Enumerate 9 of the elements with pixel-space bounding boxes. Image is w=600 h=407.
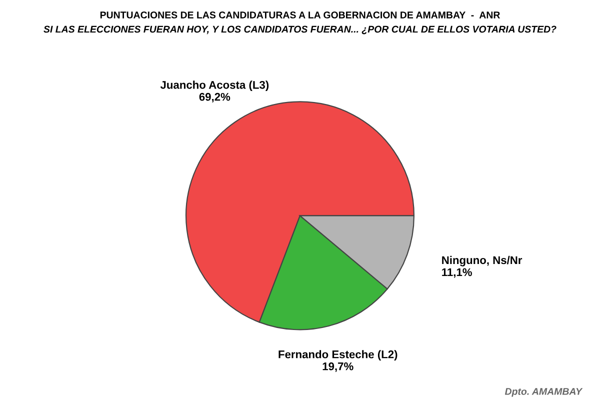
data-label: 69,2% xyxy=(199,92,230,102)
chart-title: PUNTUACIONES DE LAS CANDIDATURAS A LA GOBERNACION DE AMAMBAY - ANR xyxy=(100,12,500,18)
slice-label: Fernando Esteche (L2) xyxy=(278,350,398,360)
slice-label: Ninguno, Ns/Nr xyxy=(442,256,522,266)
data-label: 11,1% xyxy=(442,268,472,278)
chart-subtitle: SI LAS ELECCIONES FUERAN HOY, Y LOS CANDIDATOS FUERAN... ¿POR CUAL DE ELLOS VOTARIA USTED? xyxy=(44,26,556,34)
slice-label: Juancho Acosta (L3) xyxy=(160,80,269,92)
text: Dpto. AMAMBAY xyxy=(504,388,583,397)
data-label: 19,7% xyxy=(322,362,354,372)
